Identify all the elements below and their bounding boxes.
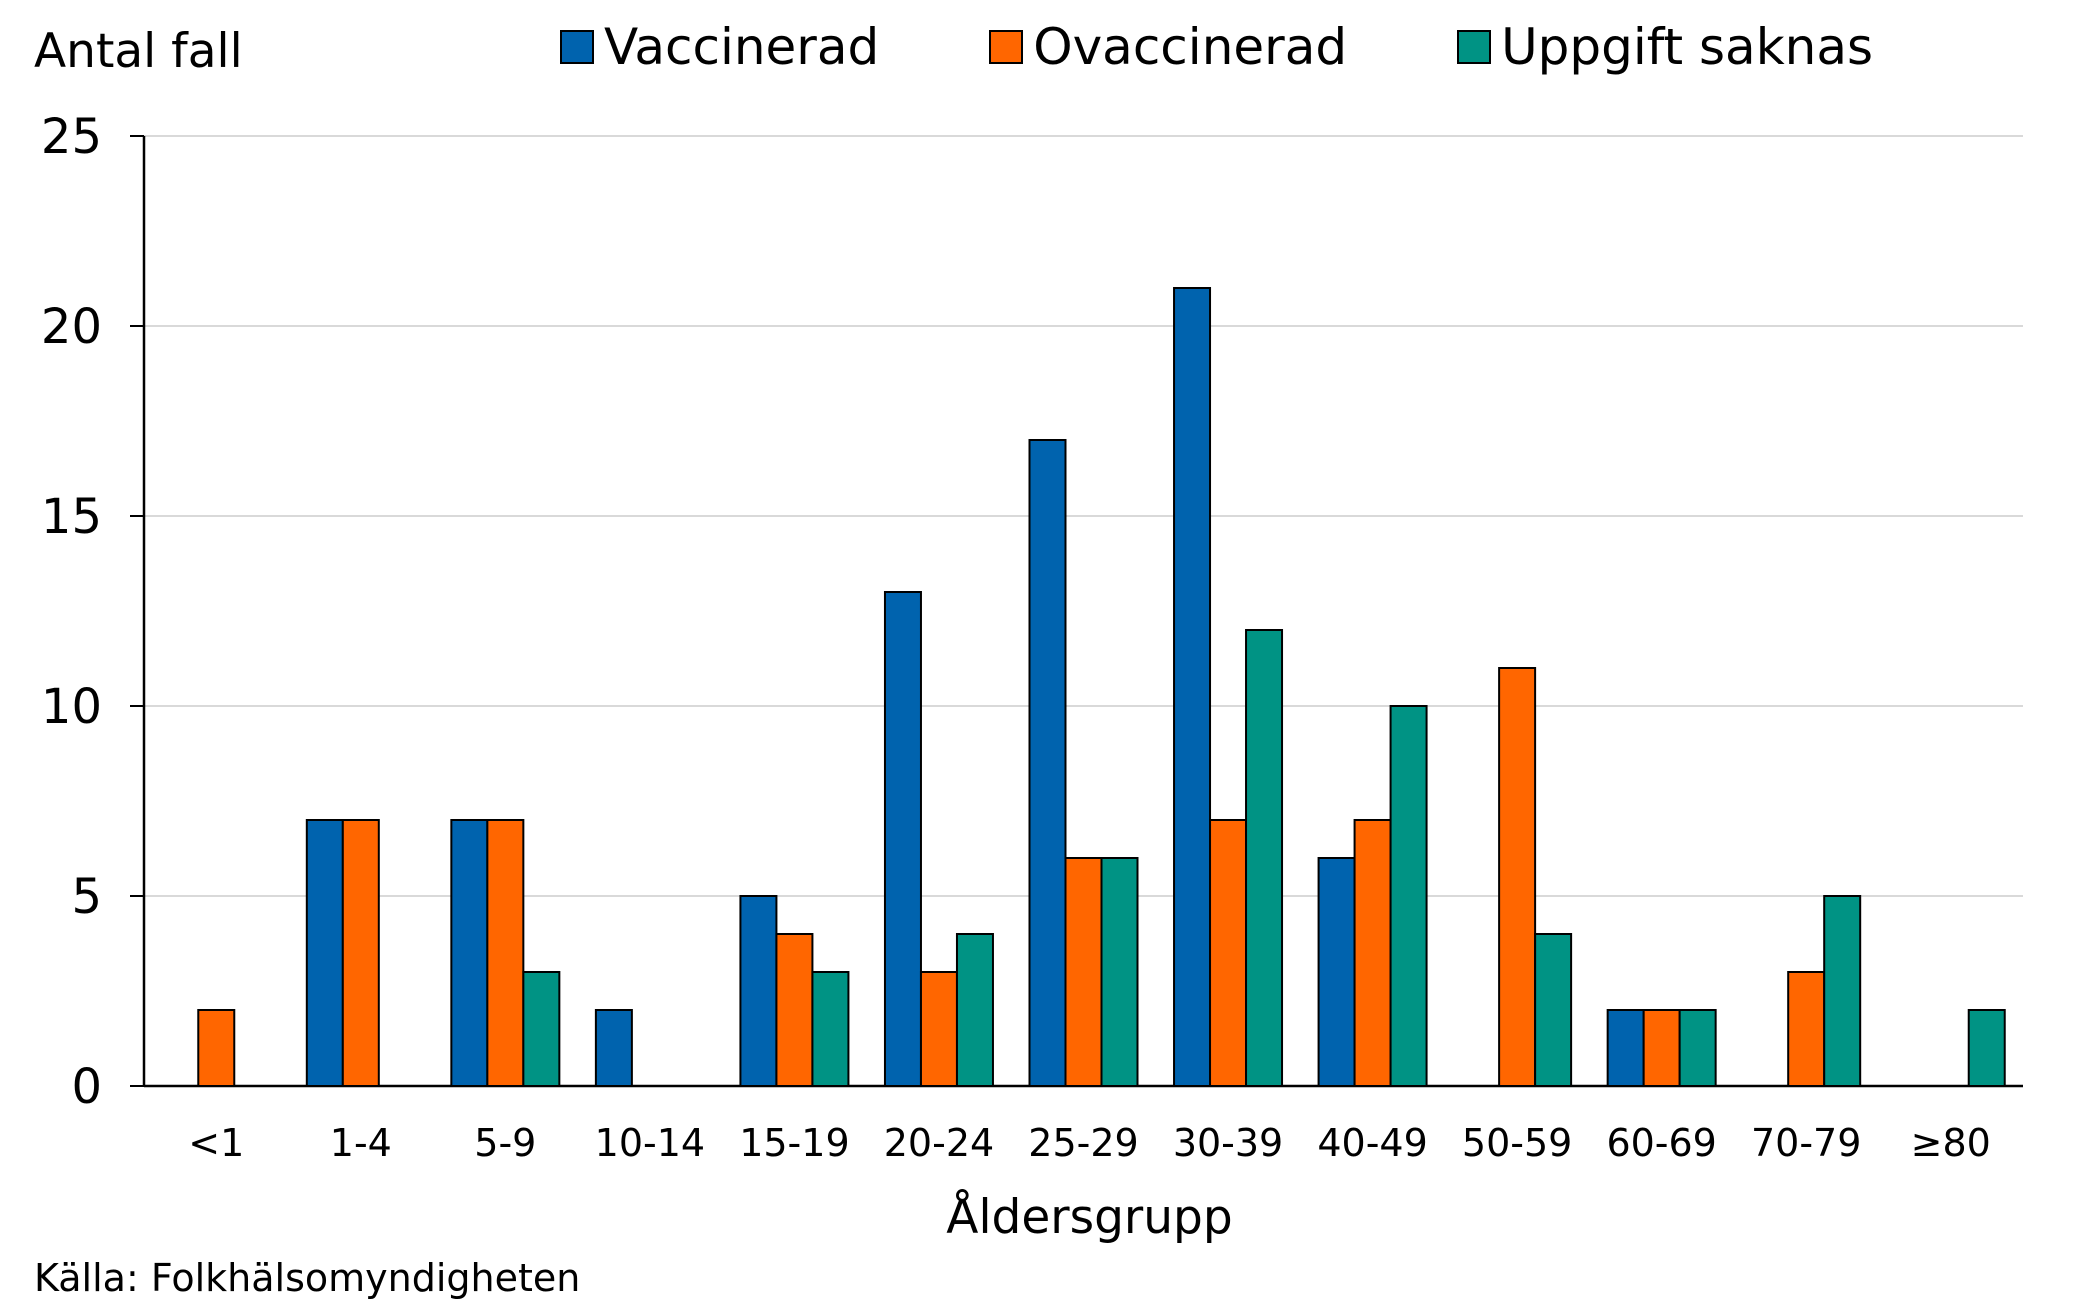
x-tick-label-9: 50-59 — [1462, 1121, 1572, 1165]
bar-uppgift-saknas-12 — [1967, 1009, 2006, 1087]
y-tick-label-10: 10 — [41, 679, 102, 735]
x-tick-label-1: 1-4 — [330, 1121, 392, 1165]
x-tick-label-2: 5-9 — [474, 1121, 536, 1165]
bar-vaccinerad-1 — [305, 819, 344, 1087]
bar-vaccinerad-7 — [1173, 287, 1212, 1087]
bar-vaccinerad-10 — [1606, 1009, 1645, 1087]
bar-vaccinerad-5 — [883, 591, 922, 1087]
x-tick-label-0: <1 — [188, 1121, 244, 1165]
bar-vaccinerad-2 — [450, 819, 489, 1087]
legend-swatch-ovaccinerad — [989, 30, 1024, 64]
y-tick-label-25: 25 — [41, 109, 102, 165]
x-tick-label-10: 60-69 — [1606, 1121, 1716, 1165]
y-tick-label-15: 15 — [41, 489, 102, 545]
x-tick-label-6: 25-29 — [1028, 1121, 1138, 1165]
bar-uppgift-saknas-6 — [1100, 857, 1139, 1087]
bar-ovaccinerad-6 — [1064, 857, 1103, 1087]
bar-uppgift-saknas-7 — [1245, 629, 1284, 1087]
y-tick-label-20: 20 — [41, 299, 102, 355]
x-tick-label-12: ≥80 — [1911, 1121, 1991, 1165]
bar-vaccinerad-4 — [739, 895, 778, 1087]
x-tick-label-3: 10-14 — [595, 1121, 705, 1165]
x-tick-label-7: 30-39 — [1173, 1121, 1283, 1165]
legend-label-vaccinerad: Vaccinerad — [604, 18, 880, 76]
y-tick-label-0: 0 — [71, 1059, 102, 1115]
legend: Vaccinerad Ovaccinerad Uppgift saknas — [560, 18, 1983, 76]
bar-uppgift-saknas-2 — [522, 971, 561, 1087]
legend-label-uppgift-saknas: Uppgift saknas — [1501, 18, 1874, 76]
legend-item-ovaccinerad: Ovaccinerad — [989, 18, 1347, 76]
bar-ovaccinerad-8 — [1353, 819, 1392, 1087]
legend-item-uppgift-saknas: Uppgift saknas — [1457, 18, 1873, 76]
bar-ovaccinerad-9 — [1498, 667, 1537, 1087]
bar-uppgift-saknas-4 — [811, 971, 850, 1087]
bar-ovaccinerad-0 — [197, 1009, 236, 1087]
x-tick-label-8: 40-49 — [1317, 1121, 1427, 1165]
source-note: Källa: Folkhälsomyndigheten — [34, 1256, 581, 1300]
bar-vaccinerad-6 — [1028, 439, 1067, 1087]
bar-ovaccinerad-4 — [775, 933, 814, 1087]
y-axis-title: Antal fall — [34, 24, 243, 79]
x-tick-label-11: 70-79 — [1751, 1121, 1861, 1165]
bar-ovaccinerad-11 — [1787, 971, 1826, 1087]
bar-uppgift-saknas-11 — [1823, 895, 1862, 1087]
bar-ovaccinerad-7 — [1209, 819, 1248, 1087]
bar-ovaccinerad-5 — [919, 971, 958, 1087]
bar-vaccinerad-8 — [1317, 857, 1356, 1087]
bar-ovaccinerad-10 — [1642, 1009, 1681, 1087]
bar-uppgift-saknas-5 — [955, 933, 994, 1087]
bar-uppgift-saknas-9 — [1534, 933, 1573, 1087]
legend-swatch-vaccinerad — [560, 30, 594, 64]
x-axis-title: Åldersgrupp — [946, 1190, 1233, 1245]
bar-uppgift-saknas-8 — [1389, 705, 1428, 1087]
legend-label-ovaccinerad: Ovaccinerad — [1033, 18, 1348, 76]
bar-ovaccinerad-2 — [486, 819, 525, 1087]
x-tick-label-5: 20-24 — [884, 1121, 994, 1165]
bar-ovaccinerad-1 — [341, 819, 380, 1087]
y-tick-label-5: 5 — [71, 869, 102, 925]
x-tick-label-4: 15-19 — [739, 1121, 849, 1165]
legend-swatch-uppgift-saknas — [1457, 30, 1492, 64]
legend-item-vaccinerad: Vaccinerad — [560, 18, 879, 76]
bar-uppgift-saknas-10 — [1678, 1009, 1717, 1087]
bar-vaccinerad-3 — [594, 1009, 633, 1087]
